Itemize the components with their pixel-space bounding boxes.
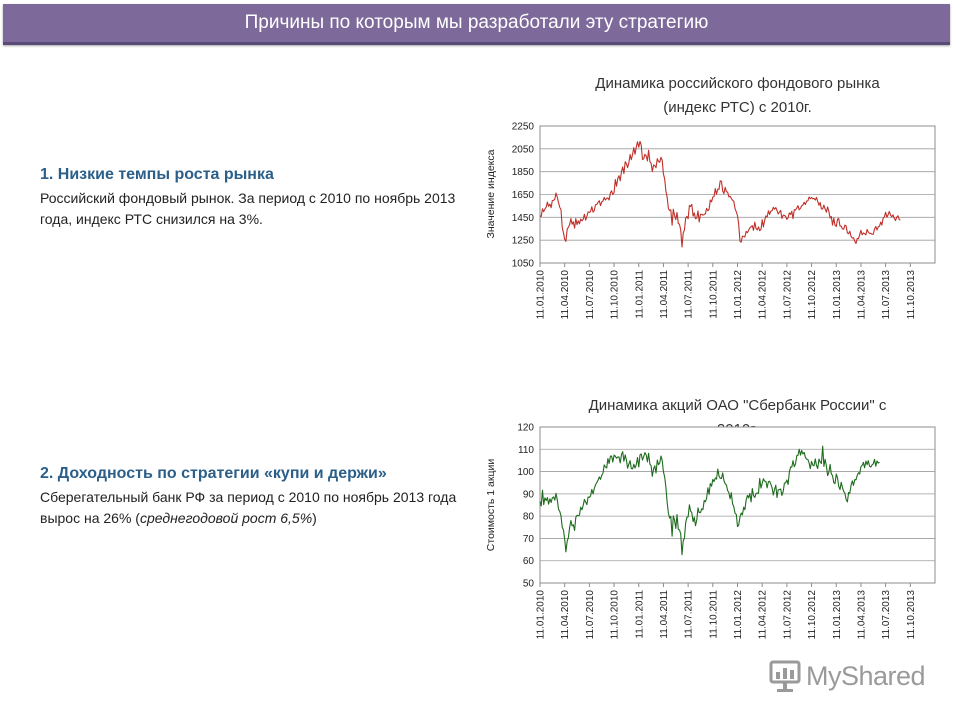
rts-title-line-2: (индекс РТС) с 2010г. [663,99,811,116]
section-low-growth: 1. Низкие темпы роста рынка Российский ф… [40,166,460,230]
sber-chart-svg: Динамика акций ОАО "Сбербанк России" с20… [485,397,936,640]
rts-x-tick-label: 11.10.2012 [807,270,818,320]
sber-title-line-1: Динамика акций ОАО "Сбербанк России" с [589,397,887,414]
section-buy-and-hold-body: Сберегательный банк РФ за период с 2010 … [40,487,460,529]
watermark: MyShared [768,656,928,696]
rts-y-tick-label: 2050 [512,144,535,155]
rts-x-tick-label: 11.07.2013 [881,270,892,320]
rts-x-tick-label: 11.04.2010 [560,270,571,320]
rts-x-tick-label: 11.07.2010 [585,270,596,320]
sber-y-tick-label: 110 [518,445,534,456]
rts-x-tick-label: 11.01.2012 [733,270,744,320]
section-low-growth-heading: 1. Низкие темпы роста рынка [40,166,274,183]
header-bar: Причины по которым мы разработали эту ст… [3,4,950,45]
rts-y-tick-label: 1650 [512,190,535,201]
section-buy-and-hold-body-end: ) [312,510,317,526]
sber-y-tick-label: 80 [523,512,535,523]
rts-y-tick-label: 1050 [512,259,535,270]
sber-x-tick-label: 11.07.2011 [684,590,695,639]
rts-x-tick-label: 11.07.2011 [684,270,695,319]
rts-x-tick-label: 11.04.2013 [856,270,867,320]
rts-y-tick-label: 2250 [512,122,535,133]
sber-x-tick-label: 11.01.2011 [634,590,645,639]
rts-y-tick-label: 1850 [512,167,535,178]
sber-x-tick-label: 11.04.2012 [758,590,769,640]
rts-x-tick-label: 11.04.2012 [758,270,769,320]
rts-x-tick-label: 11.10.2011 [708,270,719,319]
sber-y-tick-label: 60 [523,556,535,567]
section-buy-and-hold-body-italic: среднегодовой рост 6,5% [139,510,313,526]
sber-x-tick-label: 11.01.2013 [832,590,843,640]
sber-x-tick-label: 11.04.2013 [856,590,867,640]
rts-series-line [539,140,901,248]
sber-x-tick-label: 11.10.2012 [807,590,818,640]
sber-y-tick-label: 90 [523,489,535,500]
rts-chart: Динамика российского фондового рынка (инд… [480,70,950,360]
sber-y-tick-label: 50 [523,579,535,590]
rts-x-tick-label: 11.01.2010 [536,270,547,320]
sber-x-tick-label: 11.07.2010 [585,590,596,640]
section-buy-and-hold-heading: 2. Доходность по стратегии «купи и держи… [40,465,387,482]
section-low-growth-body: Российский фондовый рынок. За период с 2… [40,190,456,227]
rts-x-tick-label: 11.01.2011 [634,270,645,319]
sber-x-tick-label: 11.10.2013 [906,590,917,640]
presentation-board-icon [769,660,801,692]
watermark-text: MyShared [806,660,926,691]
sber-x-tick-label: 11.10.2010 [610,590,621,640]
rts-y-axis-label: Значение индекса [485,149,497,238]
sber-x-tick-label: 11.04.2010 [560,590,571,640]
page-title: Причины по которым мы разработали эту ст… [244,12,709,33]
sber-x-tick-label: 11.10.2011 [708,590,719,639]
rts-x-tick-label: 11.10.2013 [906,270,917,320]
sber-x-tick-label: 11.07.2012 [782,590,793,640]
sber-x-tick-label: 11.01.2010 [536,590,547,640]
section-buy-and-hold-body-text: Сберегательный банк РФ за период с 2010 … [40,489,457,526]
rts-x-tick-label: 11.10.2010 [610,270,621,320]
sber-x-tick-label: 11.04.2011 [659,590,670,639]
sber-y-tick-label: 70 [523,534,535,545]
rts-x-tick-label: 11.04.2011 [659,270,670,319]
sber-y-tick-label: 100 [517,467,534,478]
rts-y-tick-label: 1250 [512,236,535,247]
rts-y-tick-label: 1450 [512,213,535,224]
section-buy-and-hold: 2. Доходность по стратегии «купи и держи… [40,465,460,529]
sber-x-tick-label: 11.07.2013 [881,590,892,640]
sber-plot-area [539,426,936,584]
sber-chart: Динамика акций ОАО "Сбербанк России" с20… [480,392,950,662]
sber-y-axis-label: Стоимость 1 акции [485,459,497,552]
sber-x-tick-label: 11.01.2012 [733,590,744,640]
rts-chart-svg: Динамика российского фондового рынка (инд… [485,75,936,320]
sber-y-tick-label: 120 [517,423,534,434]
rts-x-tick-label: 11.07.2012 [782,270,793,320]
sber-series-line [539,445,880,556]
rts-x-tick-label: 11.01.2013 [832,270,843,320]
rts-title-line-1: Динамика российского фондового рынка [595,75,880,92]
